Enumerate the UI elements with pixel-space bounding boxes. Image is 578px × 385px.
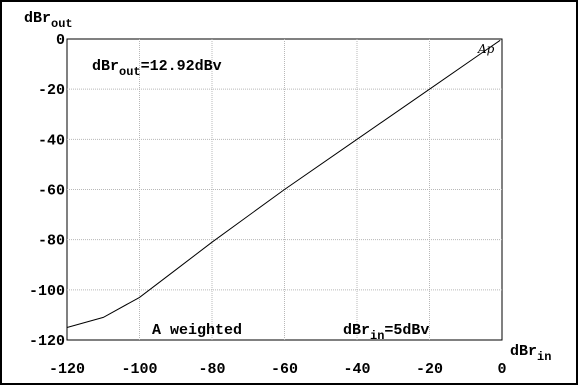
ap-marker: Ap <box>477 42 495 56</box>
y-tick-label: -20 <box>38 82 65 99</box>
series-group <box>66 39 501 328</box>
x-tick-label: -60 <box>271 361 298 378</box>
x-tick-label: -20 <box>416 361 443 378</box>
y-tick-label: -100 <box>29 283 65 300</box>
reference-in-annotation: dBrin=5dBv <box>343 322 429 343</box>
x-tick-label: -40 <box>343 361 370 378</box>
y-tick-labels: 0 -20 -40 -60 -80 -100 -120 <box>29 32 65 350</box>
y-axis-label: dBrout <box>24 10 73 31</box>
x-tick-labels: -120 -100 -80 -60 -40 -20 0 <box>49 361 507 378</box>
x-tick-label: -100 <box>121 361 157 378</box>
x-axis-label: dBrin <box>510 343 551 364</box>
x-tick-label: -120 <box>49 361 85 378</box>
y-tick-label: -80 <box>38 233 65 250</box>
x-tick-label: 0 <box>497 361 506 378</box>
x-tick-label: -80 <box>198 361 225 378</box>
reference-out-annotation: dBrout=12.92dBv <box>92 58 222 79</box>
weighting-annotation: A weighted <box>152 322 242 339</box>
y-tick-label: -60 <box>38 183 65 200</box>
y-tick-label: 0 <box>56 32 65 49</box>
y-tick-label: -40 <box>38 132 65 149</box>
y-tick-label: -120 <box>29 333 65 350</box>
series-line <box>66 39 501 328</box>
